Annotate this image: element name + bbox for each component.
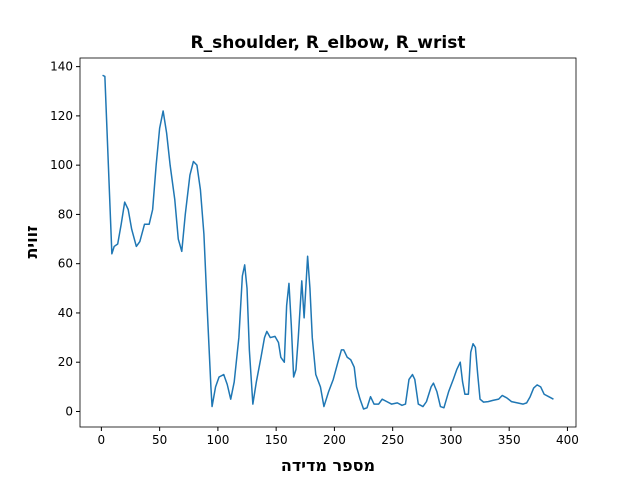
y-tick-label: 0 [65,404,73,418]
y-axis-label: זווית [22,225,41,258]
y-tick-label: 40 [58,306,73,320]
y-tick-label: 120 [50,109,73,123]
x-tick-label: 0 [98,433,106,447]
y-tick-label: 80 [58,207,73,221]
x-tick-label: 150 [265,433,288,447]
x-tick-label: 250 [381,433,404,447]
y-tick-label: 60 [58,257,73,271]
x-tick-label: 300 [439,433,462,447]
y-tick-label: 20 [58,355,73,369]
x-tick-label: 350 [498,433,521,447]
x-tick-label: 50 [152,433,167,447]
x-tick-label: 100 [206,433,229,447]
x-axis-label: מספר מדידה [281,456,375,475]
x-tick-label: 400 [556,433,579,447]
x-tick-label: 200 [323,433,346,447]
line-series [102,74,554,410]
plot-frame [79,57,577,428]
chart-title: R_shoulder, R_elbow, R_wrist [191,33,466,53]
y-tick-label: 100 [50,158,73,172]
y-tick-label: 140 [50,60,73,74]
